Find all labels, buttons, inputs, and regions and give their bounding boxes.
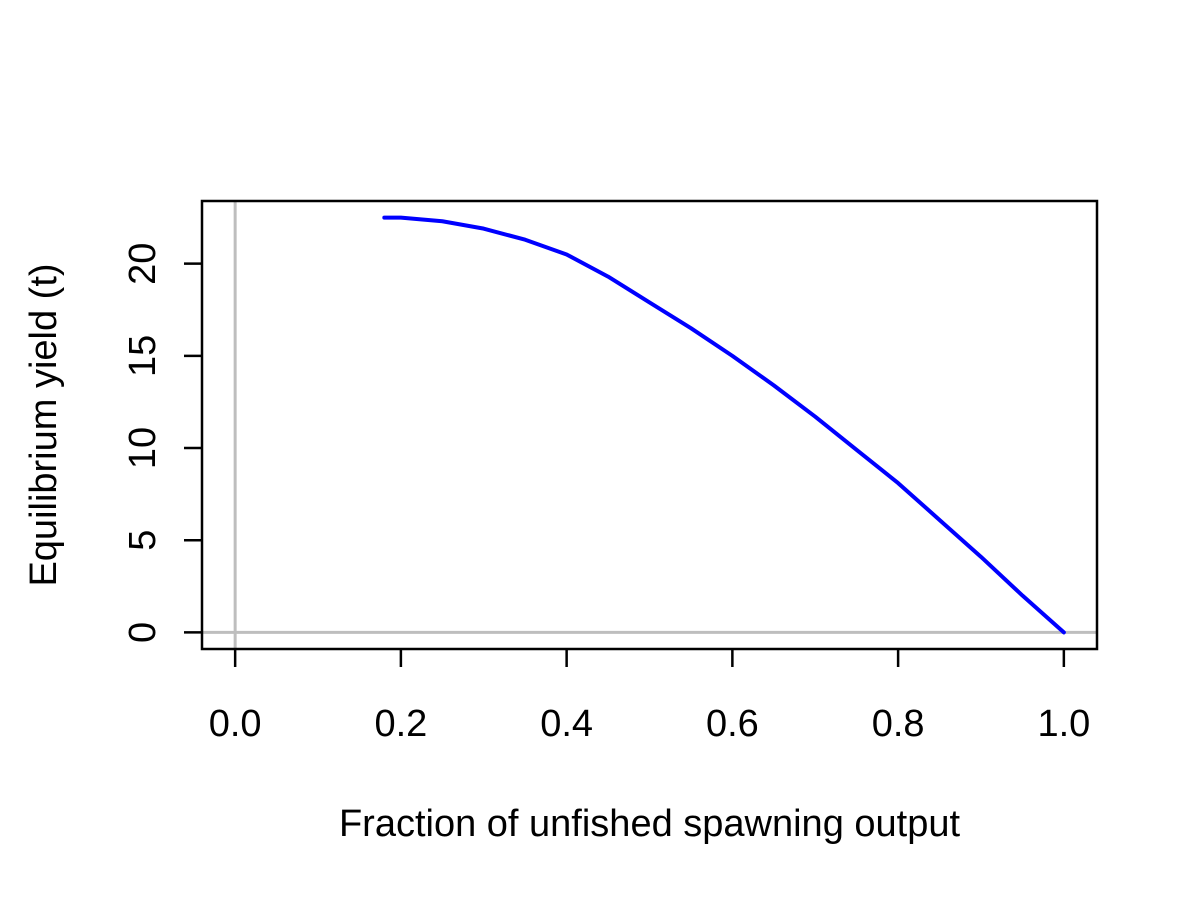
y-tick-label: 5 [122, 530, 164, 551]
x-axis: 0.0 0.2 0.4 0.6 0.8 1.0 [209, 649, 1090, 745]
x-tick-label: 0.6 [706, 703, 759, 745]
x-tick-label: 0.8 [872, 703, 925, 745]
x-tick-label: 1.0 [1037, 703, 1090, 745]
x-tick-label: 0.0 [209, 703, 262, 745]
y-tick-label: 10 [122, 427, 164, 469]
x-axis-label: Fraction of unfished spawning output [339, 803, 961, 845]
y-tick-label: 0 [122, 622, 164, 643]
y-tick-label: 15 [122, 335, 164, 377]
y-axis-label: Equilibrium yield (t) [23, 263, 65, 586]
x-tick-label: 0.2 [374, 703, 427, 745]
y-axis: 0 5 10 15 20 [122, 243, 202, 643]
y-tick-label: 20 [122, 243, 164, 285]
plot-frame [200, 199, 1099, 651]
series-line [382, 215, 1066, 635]
x-tick-label: 0.4 [540, 703, 593, 745]
